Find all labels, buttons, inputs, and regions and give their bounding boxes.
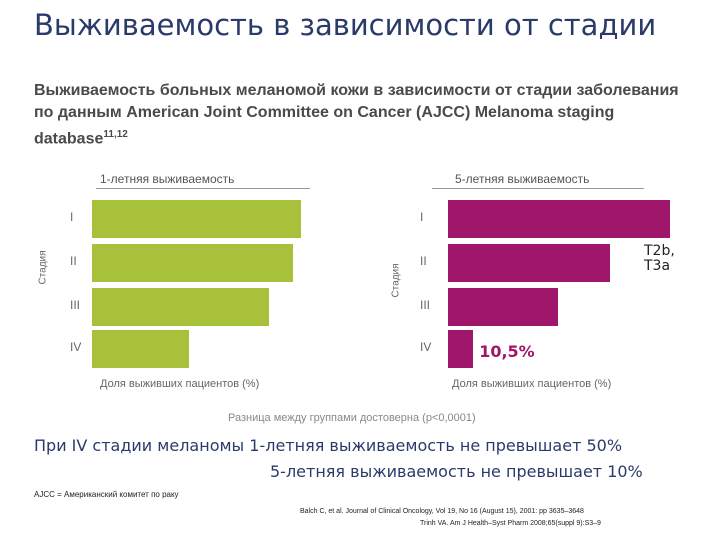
chart2-value-label: 46% — [516, 300, 555, 319]
chart1-ylabel: Стадия — [37, 250, 49, 285]
chart1-value-label: 84,1% — [208, 300, 265, 319]
chart2-bar — [448, 244, 610, 282]
chart2-annotation: T2b, T3a — [644, 244, 675, 274]
chart1-value-label: 95,8% — [233, 256, 289, 275]
chart1-stage-label: I — [70, 210, 74, 224]
chart1-stage-label: III — [70, 298, 81, 312]
chart2-value-label: 10,5% — [479, 342, 535, 361]
chart1-bar — [92, 244, 294, 282]
reference-1: Balch C, et al. Journal of Clinical Onco… — [300, 508, 584, 515]
annotation-line2: T3a — [644, 258, 671, 274]
chart2-bar — [448, 200, 670, 238]
chart2-xlabel: Доля выживших пациентов (%) — [452, 378, 612, 390]
conclusion-line-2: 5-летняя выживаемость не превышает 10% — [270, 462, 643, 481]
subtitle-refs: 11,12 — [103, 129, 128, 140]
chart1-title-rule — [96, 188, 310, 189]
chart2-value-label: 67,5% — [550, 256, 606, 275]
chart1-title: 1-летняя выживаемость — [100, 172, 235, 186]
subtitle-text: Выживаемость больных меланомой кожи в за… — [34, 82, 679, 148]
chart2-value-label: 92,4% — [609, 208, 666, 227]
chart2-bar — [448, 288, 559, 326]
significance-note: Разница между группами достоверна (p<0,0… — [228, 412, 476, 424]
chart1-value-label: 46,1% — [128, 342, 185, 361]
chart2-ylabel: Стадия — [390, 263, 402, 298]
chart1-stage-label: II — [70, 254, 77, 268]
conclusion-line-1: При IV стадии меланомы 1-летняя выживаем… — [34, 436, 623, 455]
chart2-title: 5-летняя выживаемость — [455, 172, 590, 186]
chart2-title-rule — [432, 188, 644, 189]
chart2-bar — [448, 330, 474, 368]
chart1-bar — [92, 288, 269, 326]
chart2-stage-label: III — [420, 298, 431, 312]
annotation-line1: T2b, — [644, 243, 675, 259]
chart1-value-label: 99,6% — [241, 208, 297, 227]
chart2-stage-label: II — [420, 254, 427, 268]
slide-title: Выживаемость в зависимости от стадии — [34, 8, 657, 42]
chart2-stage-label: IV — [420, 340, 432, 354]
chart1-bar — [92, 200, 302, 238]
chart1-xlabel: Доля выживших пациентов (%) — [100, 378, 260, 390]
chart1-bar — [92, 330, 189, 368]
footnote: AJCC = Американский комитет по раку — [34, 490, 179, 499]
chart1-stage-label: IV — [70, 340, 82, 354]
slide-subtitle: Выживаемость больных меланомой кожи в за… — [34, 80, 694, 150]
chart2-stage-label: I — [420, 210, 424, 224]
reference-2: Trinh VA. Am J Health–Syst Pharm 2008;65… — [420, 520, 601, 527]
